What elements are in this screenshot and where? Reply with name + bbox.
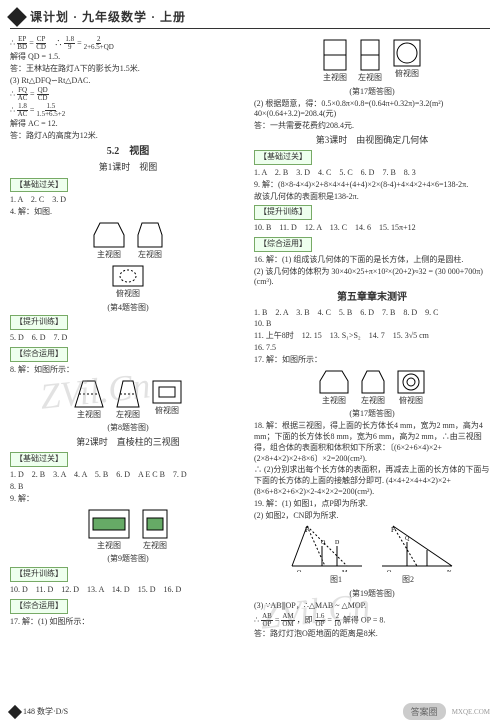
header-title: 课计划 · 九年级数学 · 上册 [30, 8, 186, 25]
svg-text:D: D [335, 540, 340, 546]
b2-1: 1. D 2. B 3. A 4. A 5. B 6. D A E C B 7.… [10, 470, 246, 481]
page-number: 148 数学·D/S [23, 706, 68, 717]
svg-text:P: P [391, 526, 395, 534]
t19d: ∴ ABOP = AMOM ，即 1.6OP = 210 解得 OP = 8. [254, 613, 490, 628]
sub-lesson3: 第3课时 由视图确定几何体 [254, 134, 490, 146]
t19e: 答：路灯灯泡O距地面的距离是8米. [254, 629, 490, 640]
sub-lesson1: 第1课时 视图 [10, 161, 246, 173]
fig4-left [136, 221, 164, 249]
fig19-2: P O Q N [377, 524, 457, 572]
u3-answers: 10. B 11. D 12. A 13. C 14. 6 15. 15π+12 [254, 223, 490, 234]
tag-up3: 【提升训练】 [254, 205, 312, 220]
b3-1: 1. A 2. B 3. D 4. C 5. C 6. D 7. B 8. 3 [254, 168, 490, 179]
ch5-title: 第五章章末测评 [254, 291, 490, 305]
footer-badge: 答案圈 [403, 703, 446, 720]
sub-lesson2: 第2课时 直棱柱的三视图 [10, 436, 246, 448]
footer-icon [8, 704, 22, 718]
u1-answers: 5. D 6. D 7. D [10, 333, 246, 344]
t4: 16. 7.5 [254, 343, 490, 354]
t2: 10. B [254, 319, 490, 330]
right-column: 主视图 左视图 俯视图 (第17题答图) (2) 根据题意，得：0.5×0.8π… [254, 35, 490, 641]
t19: 19. 解：(1) 如图1，点P即为所求. [254, 499, 490, 510]
c3-2: (2) 该几何体的体积为 30×40×25+π×10²×(20+2)≈32 = … [254, 267, 490, 289]
eq2: ∴ FQAC = QDCD [10, 87, 246, 102]
tag-basic2: 【基础过关】 [10, 452, 68, 467]
t18b: ∴ (2)分别求出每个长方体的表面积，再减去上面的长方体的下面与下面的长方体的上… [254, 465, 490, 497]
fig9-main [87, 508, 131, 540]
c1: 8. 解：如图所示： [10, 365, 246, 376]
b3-3: 故该几何体的表面积是138-2π. [254, 192, 490, 203]
svg-text:Q: Q [321, 540, 326, 546]
fig4-top [111, 264, 145, 288]
svg-text:M: M [342, 570, 348, 572]
r1b: 答：一共需要花费约208.4元. [254, 121, 490, 132]
fig17-top [392, 38, 422, 68]
c2: 17. 解：(1) 如图所示： [10, 617, 246, 628]
fig8-top [151, 379, 183, 405]
c3-1: 16. 解：(1) 组成该几何体的下面的是长方体，上侧的是圆柱. [254, 255, 490, 266]
fig17-cap: (第17题答图) [254, 87, 490, 98]
ac-result: 解得 AC = 12. [10, 119, 246, 130]
fig19-cap: (第19题答图) [254, 589, 490, 600]
fig4-main [92, 221, 126, 249]
fig17b: 主视图 左视图 俯视图 [254, 369, 490, 407]
fig17b-main [318, 369, 350, 395]
answer1: 答：王林站在路灯A下的影长为1.5米. [10, 64, 246, 75]
r1: (2) 根据题意，得：0.5×0.8π×0.8=(0.64π+0.32π)=3.… [254, 99, 490, 121]
fig17-main [322, 38, 348, 72]
eq3: ∴ 1.8AC = 1.51.5+6.5+2 [10, 103, 246, 118]
fig9-cap: (第9题答图) [10, 554, 246, 565]
fig9: 主视图 左视图 [10, 508, 246, 552]
fig8-cap: (第8题答图) [10, 423, 246, 434]
t18: 18. 解：根据三视图，得上面的长方体长4 mm，宽为2 mm，高为4 mm；下… [254, 421, 490, 464]
svg-text:O: O [297, 570, 302, 572]
tag-comp2: 【综合运用】 [10, 599, 68, 614]
t19b: (2) 如图2，CN即为所求. [254, 511, 490, 522]
fig17-left [359, 38, 381, 72]
fig19-1: P O Q D M [287, 524, 367, 572]
tag-basic3: 【基础过关】 [254, 150, 312, 165]
svg-text:O: O [387, 570, 392, 572]
tag-up2: 【提升训练】 [10, 567, 68, 582]
b4: 4. 解：如图. [10, 207, 246, 218]
b2-3: 9. 解： [10, 494, 246, 505]
fig4-cap: (第4题答图) [10, 303, 246, 314]
tag-up1: 【提升训练】 [10, 315, 68, 330]
tag-comp3: 【综合运用】 [254, 237, 312, 252]
header-icon [7, 7, 27, 27]
u2-answers: 10. D 11. D 12. D 13. A 14. D 15. D 16. … [10, 585, 246, 596]
fig8: 主视图 左视图 俯视图 [10, 379, 246, 421]
sec-5-2: 5.2 视图 [10, 145, 246, 159]
fig17: 主视图 左视图 俯视图 [254, 38, 490, 84]
fig17b-top [396, 369, 426, 395]
fig17b-left [360, 369, 386, 395]
b2-2: 8. B [10, 482, 246, 493]
b1-answers: 1. A 2. C 3. D [10, 195, 246, 206]
t1: 1. B 2. A 3. B 4. C 5. B 6. D 7. B 8. D … [254, 308, 490, 319]
tag-comp1: 【综合运用】 [10, 347, 68, 362]
t3: 11. 上午8时 12. 15 13. S₁>S₂ 14. 7 15. 3√5 … [254, 331, 490, 342]
answer2: 答：路灯A的高度为12米. [10, 131, 246, 142]
fig4: 主视图 左视图 [10, 221, 246, 261]
t5: 17. 解：如图所示： [254, 355, 490, 366]
fig17b-cap: (第17题答图) [254, 409, 490, 420]
footer-url: MXQE.COM [452, 708, 490, 716]
fig19: P O Q D M P O Q N [254, 524, 490, 572]
footer: 148 数学·D/S 答案圈 MXQE.COM [10, 703, 490, 720]
t19c: (3) ∵AB∥OP，∴△MAB ~ △MOP. [254, 601, 490, 612]
fig9-left [141, 508, 169, 540]
fig8-left [115, 379, 141, 409]
b3-2: 9. 解：(8×8-4×4)×2+8×4×4+(4+4)×2×(8-4)+4×4… [254, 180, 490, 191]
rt-sim: (3) Rt△DFQ∽Rt△DAC. [10, 76, 246, 87]
svg-text:P: P [305, 526, 309, 534]
svg-text:N: N [447, 570, 452, 572]
qd-result: 解得 QD = 1.5. [10, 52, 246, 63]
tag-basic1: 【基础过关】 [10, 178, 68, 193]
svg-text:Q: Q [405, 536, 410, 542]
fig8-main [73, 379, 105, 409]
page-header: 课计划 · 九年级数学 · 上册 [10, 8, 490, 29]
eq1: ∴ EPBD = CPCD ∴ 1.89 = 22+6.5+QD [10, 36, 246, 51]
left-column: ∴ EPBD = CPCD ∴ 1.89 = 22+6.5+QD 解得 QD =… [10, 35, 246, 641]
